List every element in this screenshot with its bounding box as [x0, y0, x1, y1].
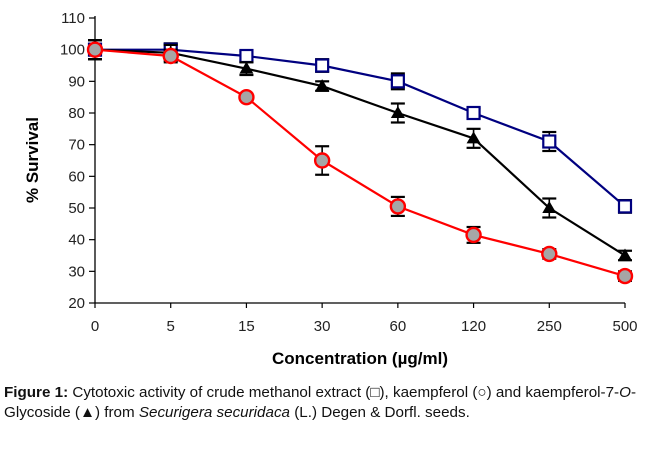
- x-axis-title: Concentration (µg/ml): [272, 349, 448, 368]
- data-point-circle: [86, 41, 104, 58]
- y-tick-label: 30: [68, 263, 85, 280]
- caption-text-2: -Glycoside (▲) from: [4, 384, 636, 421]
- data-point-square: [617, 199, 633, 214]
- x-tick-label: 250: [537, 318, 562, 335]
- data-point-circle: [162, 47, 179, 65]
- data-point-triangle: [542, 201, 557, 213]
- data-point-square: [239, 48, 254, 64]
- series-line: [94, 48, 626, 278]
- x-tick-label: 500: [612, 318, 637, 335]
- caption-species: Securigera securidaca: [138, 404, 290, 421]
- series-open-square: [87, 39, 633, 214]
- y-tick-label: 70: [68, 137, 85, 154]
- x-tick-label: 60: [390, 318, 407, 335]
- figure-caption: Figure 1: Cytotoxic activity of crude me…: [4, 383, 668, 423]
- data-point-square: [466, 105, 481, 121]
- data-point-square: [542, 134, 557, 149]
- y-tick-label: 90: [68, 73, 85, 90]
- data-point-circle: [616, 267, 634, 285]
- data-point-square: [390, 74, 405, 89]
- data-point-triangle: [239, 61, 254, 74]
- data-point-circle: [238, 88, 255, 106]
- y-tick-label: 40: [68, 232, 85, 249]
- x-tick-label: 120: [461, 318, 486, 335]
- y-tick-label: 50: [68, 200, 85, 217]
- series-layer: [86, 39, 634, 285]
- data-point-triangle: [315, 79, 330, 92]
- y-tick-label: 110: [61, 10, 85, 27]
- x-tick-label: 5: [167, 318, 175, 335]
- series-gray-circle-red-outline: [86, 39, 634, 285]
- y-tick-label: 20: [68, 295, 85, 312]
- caption-text-3: (L.) Degen & Dorfl. seeds.: [290, 404, 470, 421]
- y-tick-label: 60: [68, 168, 85, 185]
- x-tick-label: 15: [238, 318, 255, 335]
- data-point-circle: [389, 198, 407, 215]
- data-point-circle: [313, 152, 331, 169]
- data-point-square: [315, 58, 330, 73]
- y-tick-label: 100: [60, 42, 85, 59]
- axes: 20 30 40 50 60 70 80 90 100 110 0 5 15 30 60 120 250 500: [60, 10, 638, 335]
- data-point-triangle: [466, 131, 481, 144]
- data-point-triangle: [390, 106, 405, 118]
- series-line: [94, 48, 626, 257]
- y-tick-label: 80: [68, 105, 85, 122]
- caption-text-1: Cytotoxic activity of crude methanol ext…: [68, 384, 620, 401]
- data-point-circle: [541, 245, 558, 263]
- caption-label: Figure 1:: [4, 384, 69, 401]
- data-point-circle: [465, 226, 482, 244]
- data-point-triangle: [618, 248, 632, 261]
- x-tick-label: 0: [91, 318, 99, 335]
- series-line: [95, 48, 626, 208]
- caption-italic-o: O: [619, 384, 631, 401]
- y-axis-title: % Survival: [23, 117, 42, 203]
- x-tick-label: 30: [314, 318, 331, 335]
